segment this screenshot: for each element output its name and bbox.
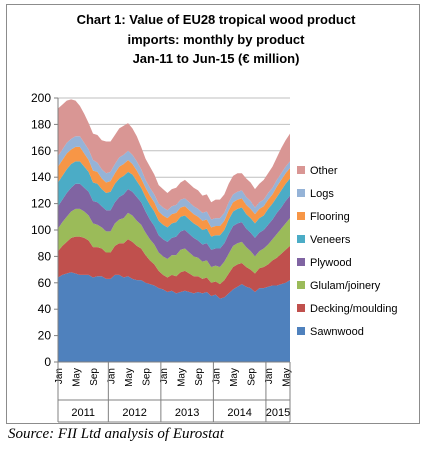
- chart-title-line-1: Chart 1: Value of EU28 tropical wood pro…: [76, 12, 356, 27]
- series-area-sawnwood: [58, 272, 290, 362]
- x-tick-label-month: May: [229, 368, 240, 387]
- x-tick-label-month: Sep: [247, 368, 258, 386]
- x-tick-label-month: May: [124, 368, 135, 387]
- source-note: Source: FII Ltd analysis of Eurostat: [8, 426, 224, 442]
- legend: Other Logs Flooring Veneers Plywood Glulam/jo…: [297, 165, 397, 338]
- legend-label-logs: Logs: [310, 188, 334, 200]
- x-tick-label-month: May: [177, 368, 188, 387]
- legend-label-plywood: Plywood: [310, 257, 352, 269]
- chart-title-line-2: imports: monthly by product: [127, 32, 305, 47]
- x-year-label: 2015: [266, 407, 290, 419]
- series-area-flooring: [58, 146, 290, 237]
- y-tick-label: 20: [38, 329, 52, 343]
- x-tick-label-month: Sep: [142, 368, 153, 386]
- series-area-glulam-joinery: [58, 208, 290, 285]
- y-tick-label: 120: [31, 197, 51, 211]
- y-tick-label: 180: [31, 117, 51, 131]
- y-tick-label: 60: [38, 276, 52, 290]
- x-year-label: 2012: [122, 407, 146, 419]
- y-tick-label: 140: [31, 170, 51, 184]
- x-year-label: 2011: [71, 407, 95, 419]
- legend-swatch-decking-moulding: [297, 304, 305, 312]
- x-tick-label-month: Sep: [89, 368, 100, 386]
- legend-label-sawnwood: Sawnwood: [310, 326, 364, 338]
- x-tick-label-month: Jan: [264, 368, 275, 384]
- y-tick-label: 200: [31, 91, 51, 105]
- legend-swatch-veneers: [297, 235, 305, 243]
- legend-label-veneers: Veneers: [310, 234, 351, 246]
- x-axis-ticks: Jan May Sep Jan May Sep Jan May Sep Jan May Sep Jan M…: [54, 362, 293, 423]
- series-area-veneers: [58, 161, 290, 250]
- legend-swatch-other: [297, 166, 305, 174]
- x-tick-label-month: Sep: [194, 368, 205, 386]
- legend-swatch-glulam-joinery: [297, 281, 305, 289]
- legend-swatch-logs: [297, 189, 305, 197]
- x-tick-label-month: Jan: [107, 368, 118, 384]
- y-tick-label: 100: [31, 223, 51, 237]
- y-tick-label: 40: [38, 302, 52, 316]
- x-year-label: 2014: [227, 407, 251, 419]
- y-tick-label: 0: [44, 355, 51, 369]
- legend-label-other: Other: [310, 165, 338, 177]
- x-tick-label-month: Jan: [159, 368, 170, 384]
- x-year-label: 2013: [175, 407, 199, 419]
- legend-label-glulam-joinery: Glulam/joinery: [310, 280, 381, 292]
- x-tick-label-month: Jan: [54, 368, 65, 384]
- legend-label-flooring: Flooring: [310, 211, 350, 223]
- legend-label-decking-moulding: Decking/moulding: [310, 303, 397, 315]
- series-area-other: [58, 99, 290, 220]
- x-tick-label-month: May: [282, 368, 293, 387]
- area-series: [58, 99, 290, 362]
- x-tick-label-month: May: [72, 368, 83, 387]
- y-tick-label: 160: [31, 144, 51, 158]
- y-axis-ticks: 0 20 40 60 80 100 120 140 160 180 200: [31, 91, 58, 369]
- series-area-logs: [58, 136, 290, 228]
- chart-title-line-3: Jan-11 to Jun-15 (€ million): [132, 51, 300, 66]
- x-tick-label-month: Jan: [212, 368, 223, 384]
- series-area-plywood: [58, 183, 290, 267]
- legend-swatch-sawnwood: [297, 327, 305, 335]
- y-tick-label: 80: [38, 249, 52, 263]
- legend-swatch-plywood: [297, 258, 305, 266]
- legend-swatch-flooring: [297, 212, 305, 220]
- series-area-decking-moulding: [58, 236, 290, 299]
